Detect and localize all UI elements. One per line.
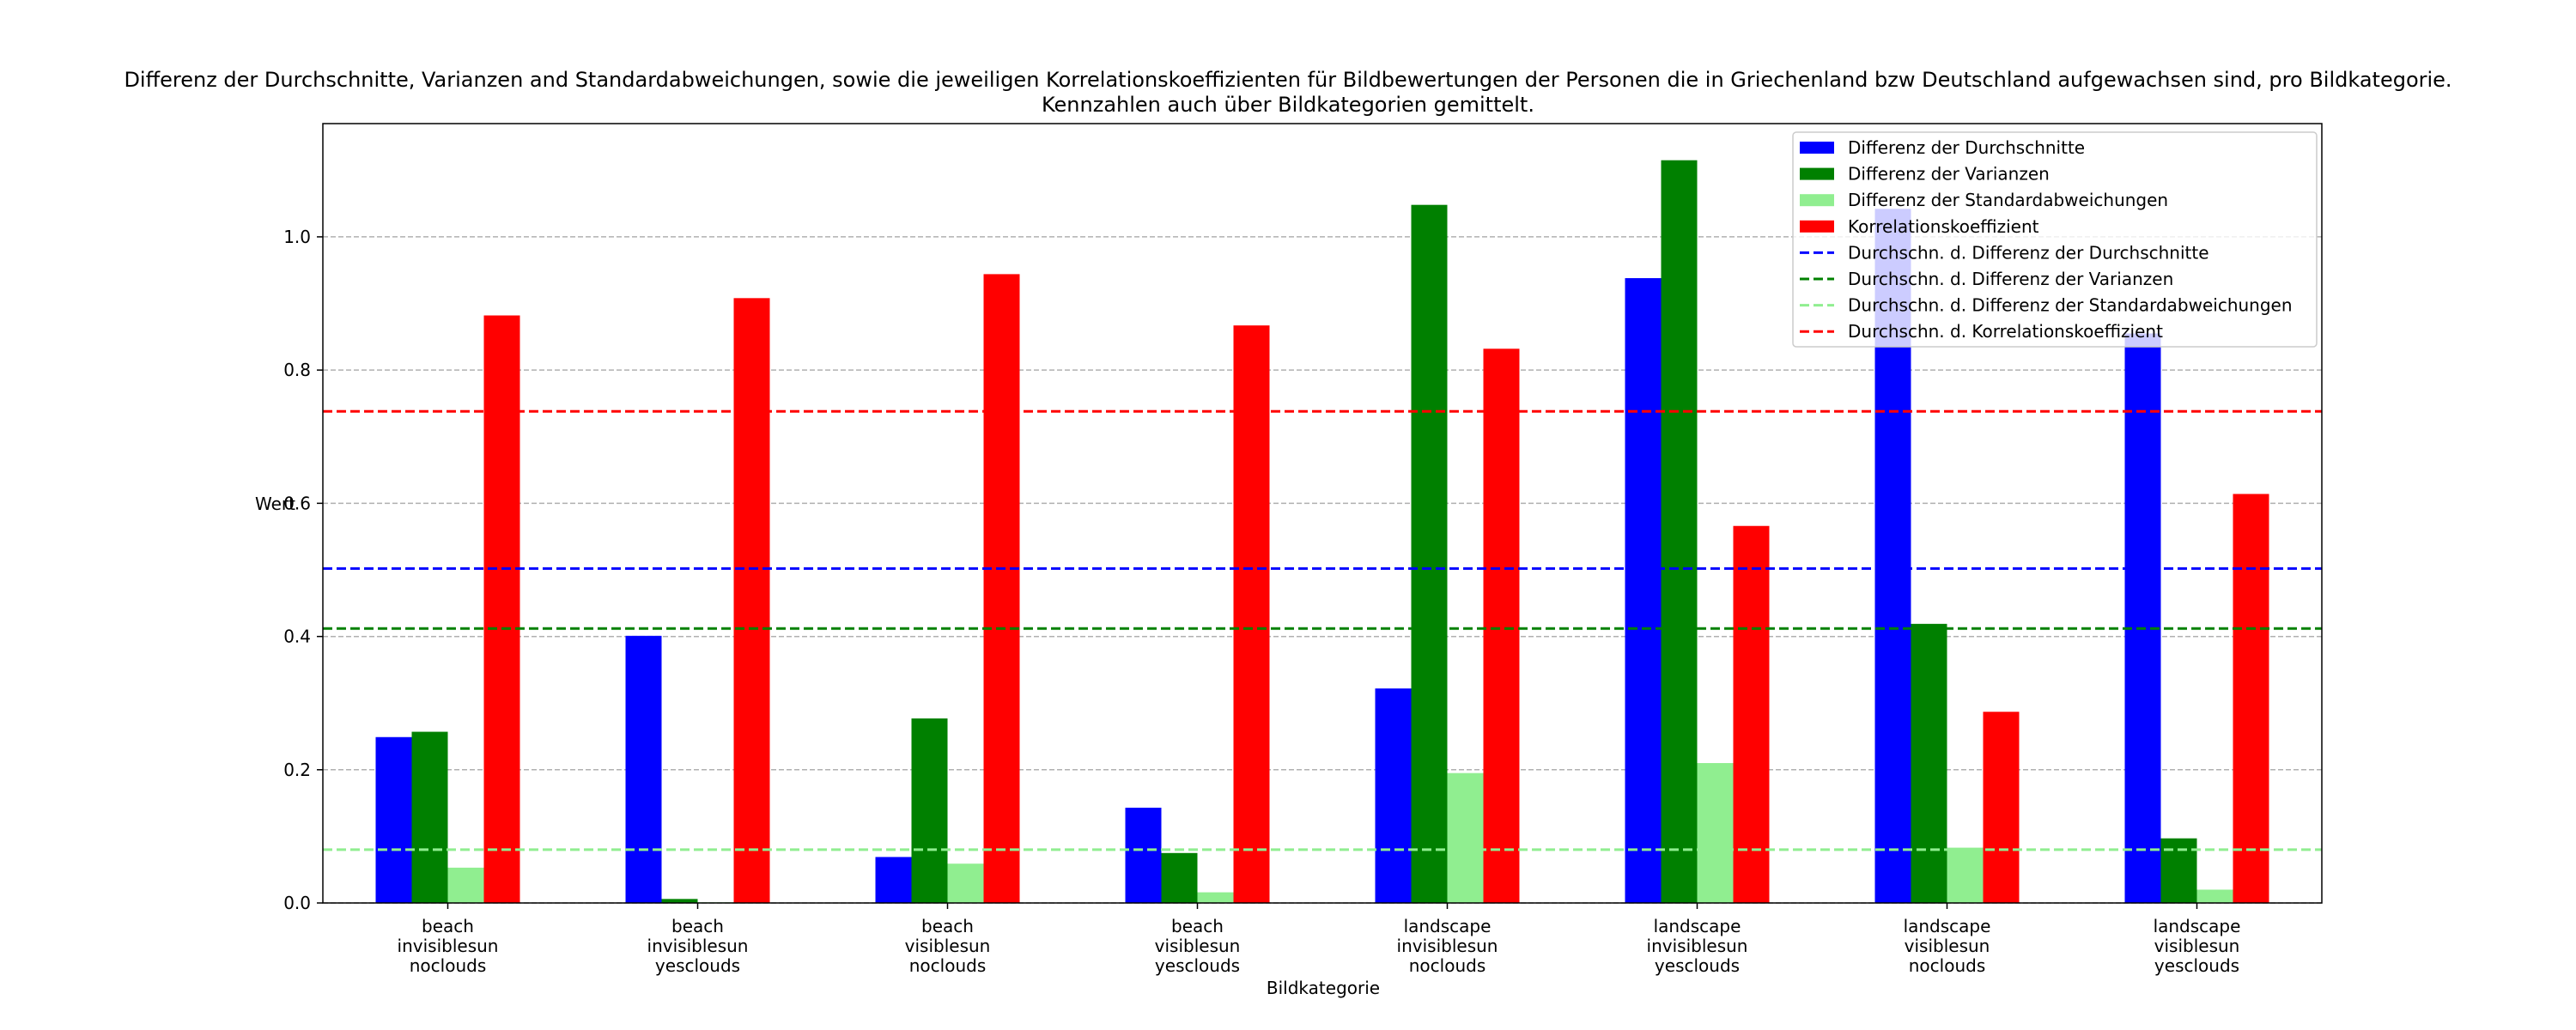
legend-label: Durchschn. d. Korrelationskoeffizient [1848, 321, 2163, 342]
x-tick-label: landscape [1654, 916, 1741, 936]
x-tick-label: invisiblesun [1397, 936, 1498, 956]
bar [447, 867, 484, 903]
bar [1697, 763, 1734, 903]
legend-label: Durchschn. d. Differenz der Varianzen [1848, 269, 2173, 289]
x-tick-label: noclouds [410, 955, 487, 976]
bar [661, 899, 698, 903]
bar [1233, 325, 1270, 904]
legend: Differenz der Durchschnitte Differenz der… [1792, 131, 2318, 348]
x-tick-label: invisiblesun [1647, 936, 1748, 956]
bar [483, 315, 520, 903]
bar [375, 736, 412, 903]
x-tick-label: beach [422, 916, 474, 936]
bar [1661, 160, 1698, 903]
legend-label: Differenz der Varianzen [1848, 164, 2050, 185]
legend-box [1792, 131, 2318, 348]
bar [983, 274, 1020, 903]
x-tick-label: yesclouds [655, 955, 740, 976]
x-axis-label: Bildkategorie [1267, 978, 1380, 998]
bar [1733, 525, 1770, 903]
bar [2233, 494, 2269, 903]
bar [1447, 772, 1484, 903]
bar [2196, 889, 2233, 903]
x-tick-label: invisiblesun [398, 936, 499, 956]
legend-label: Differenz der Durchschnitte [1848, 137, 2085, 158]
y-tick-label: 0.6 [283, 493, 311, 513]
x-tick-label: landscape [2154, 916, 2241, 936]
x-tick-label: landscape [1904, 916, 1991, 936]
y-tick-label: 0.4 [283, 627, 311, 647]
legend-label: Durchschn. d. Differenz der Durchschnitt… [1848, 242, 2209, 263]
bar [875, 857, 912, 903]
bar [1197, 892, 1234, 903]
x-tick-label: invisiblesun [647, 936, 749, 956]
x-tick-label: beach [671, 916, 724, 936]
y-tick-label: 0.2 [283, 760, 311, 780]
bar [411, 731, 448, 903]
x-tick-label: landscape [1404, 916, 1492, 936]
plot-frame [322, 123, 2323, 904]
bar [1983, 712, 2020, 903]
bar [1947, 847, 1984, 903]
y-tick-label: 0.0 [283, 893, 311, 913]
y-tick-label: 1.0 [283, 227, 311, 247]
x-tick-label: beach [921, 916, 974, 936]
chart-title-line-1: Differenz der Durchschnitte, Varianzen a… [124, 68, 2451, 92]
legend-swatch-bar [1800, 220, 1834, 233]
legend-label: Korrelationskoeffizient [1848, 216, 2039, 237]
bar [733, 298, 770, 903]
legend-swatch-bar [1800, 167, 1834, 180]
bar [1161, 852, 1198, 903]
bar [2124, 333, 2161, 903]
axes-layer: 0.00.20.40.60.81.0beachinvisiblesunnoclo… [283, 123, 2323, 976]
bar [1411, 204, 1448, 903]
legend-swatch-bar [1800, 142, 1834, 154]
x-tick-label: yesclouds [2154, 955, 2239, 976]
x-tick-label: visiblesun [905, 936, 991, 956]
legend-swatch-bar [1800, 194, 1834, 207]
bar [911, 718, 948, 903]
bar [1125, 808, 1162, 903]
bar [625, 635, 662, 903]
mean-lines-layer [323, 409, 2322, 851]
bar [2160, 838, 2197, 903]
x-tick-label: beach [1171, 916, 1224, 936]
y-tick-label: 0.8 [283, 360, 311, 380]
x-tick-label: yesclouds [1155, 955, 1240, 976]
x-tick-label: visiblesun [1905, 936, 1990, 956]
x-tick-label: noclouds [1409, 955, 1486, 976]
bar [947, 863, 984, 903]
x-tick-label: yesclouds [1655, 955, 1740, 976]
x-tick-label: noclouds [1909, 955, 1986, 976]
x-tick-label: visiblesun [1155, 936, 1241, 956]
legend-label: Differenz der Standardabweichungen [1848, 190, 2168, 210]
legend-label: Durchschn. d. Differenz der Standardabwe… [1848, 295, 2293, 316]
y-axis-label: Wert [255, 494, 295, 514]
x-tick-label: visiblesun [2154, 936, 2240, 956]
bar [1625, 278, 1662, 903]
bar [1911, 623, 1947, 903]
bar [1483, 348, 1520, 903]
bar [1375, 688, 1412, 903]
x-tick-label: noclouds [909, 955, 987, 976]
chart-title-line-2: Kennzahlen auch über Bildkategorien gemi… [1042, 93, 1534, 117]
